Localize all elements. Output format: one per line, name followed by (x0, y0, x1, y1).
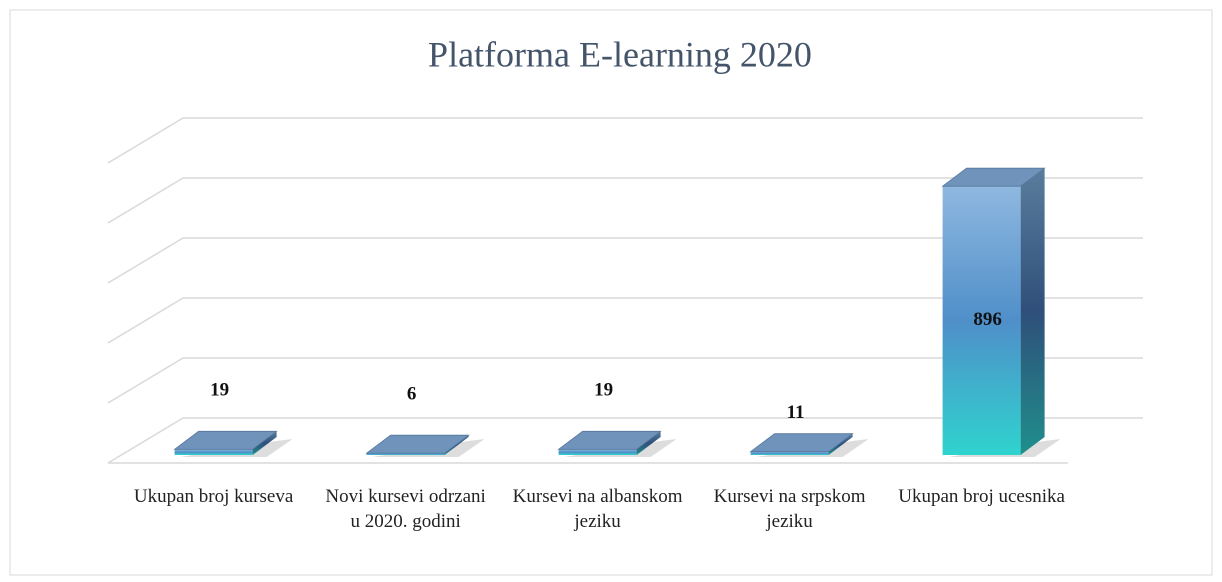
x-tick-label: Novi kursevi odrzani u 2020. godini (325, 486, 486, 532)
bar-front (174, 449, 253, 455)
bar (173, 430, 293, 457)
x-tick-label: Ukupan broj kurseva (133, 486, 294, 507)
value-label: 896 (973, 309, 1002, 330)
bar (557, 430, 677, 457)
bar-side (1020, 168, 1045, 455)
grid-line (107, 177, 1143, 224)
bar-top (749, 433, 854, 453)
grid-line (107, 237, 1143, 284)
grid-line (107, 117, 1143, 164)
grid-line (107, 297, 1143, 344)
value-label: 6 (407, 384, 417, 405)
grid-line (107, 357, 1143, 404)
bar-side (636, 431, 661, 455)
bar-front (366, 453, 445, 455)
bar (365, 434, 485, 457)
x-tick-label: Kursevi na albanskom jeziku (512, 486, 683, 532)
bar-side (828, 433, 853, 455)
x-tick-label: Ukupan broj ucesnika (898, 486, 1065, 507)
x-tick-label: Kursevi na srpskom jeziku (713, 486, 866, 532)
bar-front (750, 451, 829, 455)
bar-top (365, 434, 470, 454)
bar-front (942, 186, 1021, 455)
chart-title: Platforma E-learning 2020 (428, 34, 812, 74)
grid-line (107, 417, 1143, 464)
bar-top (557, 430, 662, 450)
bar-top (173, 430, 278, 450)
bar-top (941, 167, 1046, 187)
bar (941, 167, 1061, 457)
bar-side (252, 431, 277, 455)
value-label: 19 (594, 380, 613, 401)
bar-front (558, 449, 637, 455)
value-label: 19 (210, 380, 229, 401)
bar (749, 433, 869, 457)
value-label: 11 (787, 402, 805, 423)
